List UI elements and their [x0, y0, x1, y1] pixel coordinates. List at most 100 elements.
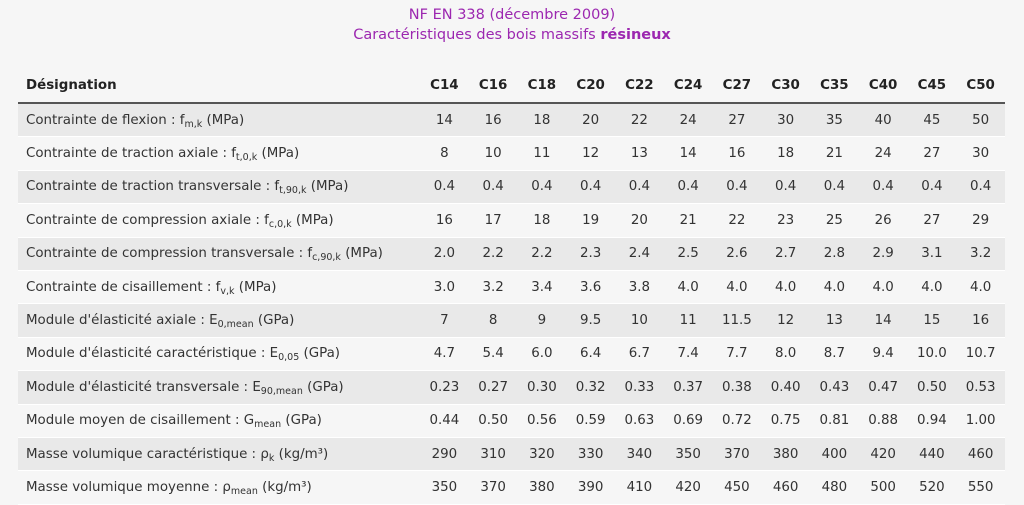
value-cell: 0.43	[810, 370, 859, 405]
class-header-c16: C16	[468, 68, 518, 104]
property-unit: (GPa)	[253, 313, 295, 329]
value-cell: 0.27	[468, 370, 518, 405]
value-cell: 6.4	[566, 337, 615, 372]
value-cell: 4.7	[420, 337, 469, 372]
value-cell: 20	[566, 103, 615, 138]
property-label: Masse volumique caractéristique : ρk (kg…	[18, 437, 420, 472]
value-cell: 16	[420, 203, 469, 238]
value-cell: 330	[566, 437, 615, 472]
table-body: Contrainte de flexion : fm,k (MPa) 14 16 18…	[18, 103, 1005, 505]
value-cell: 390	[566, 470, 615, 505]
value-cell: 4.0	[858, 270, 908, 305]
value-cell: 0.4	[712, 170, 762, 205]
property-label: Module d'élasticité transversale : E90,m…	[18, 370, 420, 405]
value-cell: 15	[907, 303, 957, 338]
value-cell: 25	[810, 203, 859, 238]
value-cell: 2.0	[420, 237, 469, 271]
value-cell: 27	[907, 203, 957, 238]
value-cell: 2.9	[858, 237, 908, 271]
value-cell: 450	[712, 470, 762, 505]
value-cell: 0.4	[858, 170, 908, 205]
page-header: NF EN 338 (décembre 2009) Caractéristiqu…	[0, 0, 1024, 45]
property-subscript: m,k	[184, 118, 203, 130]
value-cell: 0.69	[663, 404, 713, 438]
property-unit: (kg/m³)	[274, 446, 329, 462]
designation-header: Désignation	[18, 68, 420, 104]
property-name: Module d'élasticité transversale : E	[26, 379, 261, 395]
value-cell: 29	[956, 203, 1005, 238]
value-cell: 0.4	[517, 170, 567, 205]
value-cell: 520	[907, 470, 957, 505]
value-cell: 2.2	[468, 237, 518, 271]
table-row: Module d'élasticité transversale : E90,m…	[18, 370, 1005, 405]
value-cell: 0.4	[420, 170, 469, 205]
value-cell: 0.75	[761, 404, 810, 438]
property-unit: (MPa)	[202, 112, 245, 128]
property-name: Contrainte de traction transversale : f	[26, 179, 280, 195]
table-row: Module d'élasticité caractéristique : E0…	[18, 337, 1005, 372]
property-name: Module d'élasticité caractéristique : E	[26, 346, 279, 362]
value-cell: 4.0	[663, 270, 713, 305]
value-cell: 16	[712, 136, 762, 171]
table-row: Contrainte de compression axiale : fc,0,…	[18, 203, 1005, 238]
subtitle-emphasis: résineux	[600, 27, 671, 43]
value-cell: 440	[907, 437, 957, 472]
class-header-c40: C40	[858, 68, 908, 104]
value-cell: 22	[712, 203, 762, 238]
value-cell: 0.38	[712, 370, 762, 405]
property-unit: (GPa)	[302, 379, 344, 395]
property-subscript: mean	[254, 419, 282, 431]
value-cell: 45	[907, 103, 957, 138]
class-header-c20: C20	[566, 68, 615, 104]
class-header-c50: C50	[956, 68, 1005, 104]
value-cell: 290	[420, 437, 469, 472]
value-cell: 14	[663, 136, 713, 171]
value-cell: 8.0	[761, 337, 810, 372]
properties-table: Désignation C14 C16 C18 C20 C22 C24 C27 C30 C35 C…	[18, 68, 1005, 505]
property-label: Module moyen de cisaillement : Gmean (GP…	[18, 404, 420, 438]
value-cell: 0.4	[761, 170, 810, 205]
table-row: Masse volumique moyenne : ρmean (kg/m³) 3…	[18, 470, 1005, 505]
property-unit: (GPa)	[281, 413, 322, 429]
value-cell: 4.0	[712, 270, 762, 305]
value-cell: 0.50	[468, 404, 518, 438]
value-cell: 5.4	[468, 337, 518, 372]
property-subscript: k	[268, 452, 275, 464]
value-cell: 0.4	[566, 170, 615, 205]
value-cell: 0.94	[907, 404, 957, 438]
value-cell: 8	[468, 303, 518, 338]
value-cell: 10	[615, 303, 664, 338]
value-cell: 2.8	[810, 237, 859, 271]
value-cell: 21	[810, 136, 859, 171]
value-cell: 7.4	[663, 337, 713, 372]
value-cell: 0.40	[761, 370, 810, 405]
value-cell: 2.4	[615, 237, 664, 271]
value-cell: 0.72	[712, 404, 762, 438]
property-label: Contrainte de traction axiale : ft,0,k (…	[18, 136, 420, 171]
value-cell: 35	[810, 103, 859, 138]
value-cell: 9.5	[566, 303, 615, 338]
value-cell: 460	[761, 470, 810, 505]
table-row: Contrainte de cisaillement : fv,k (MPa) 3…	[18, 270, 1005, 305]
value-cell: 350	[420, 470, 469, 505]
value-cell: 19	[566, 203, 615, 238]
value-cell: 4.0	[956, 270, 1005, 305]
property-label: Contrainte de compression transversale :…	[18, 237, 420, 271]
value-cell: 11.5	[712, 303, 762, 338]
property-name: Masse volumique moyenne : ρ	[26, 479, 231, 495]
value-cell: 0.63	[615, 404, 664, 438]
value-cell: 13	[810, 303, 859, 338]
value-cell: 26	[858, 203, 908, 238]
value-cell: 16	[468, 103, 518, 138]
value-cell: 2.7	[761, 237, 810, 271]
value-cell: 370	[712, 437, 762, 472]
value-cell: 3.2	[956, 237, 1005, 271]
value-cell: 550	[956, 470, 1005, 505]
class-header-c18: C18	[517, 68, 567, 104]
value-cell: 27	[712, 103, 762, 138]
value-cell: 10	[468, 136, 518, 171]
value-cell: 16	[956, 303, 1005, 338]
value-cell: 1.00	[956, 404, 1005, 438]
property-name: Contrainte de compression transversale :…	[26, 246, 313, 262]
value-cell: 14	[420, 103, 469, 138]
